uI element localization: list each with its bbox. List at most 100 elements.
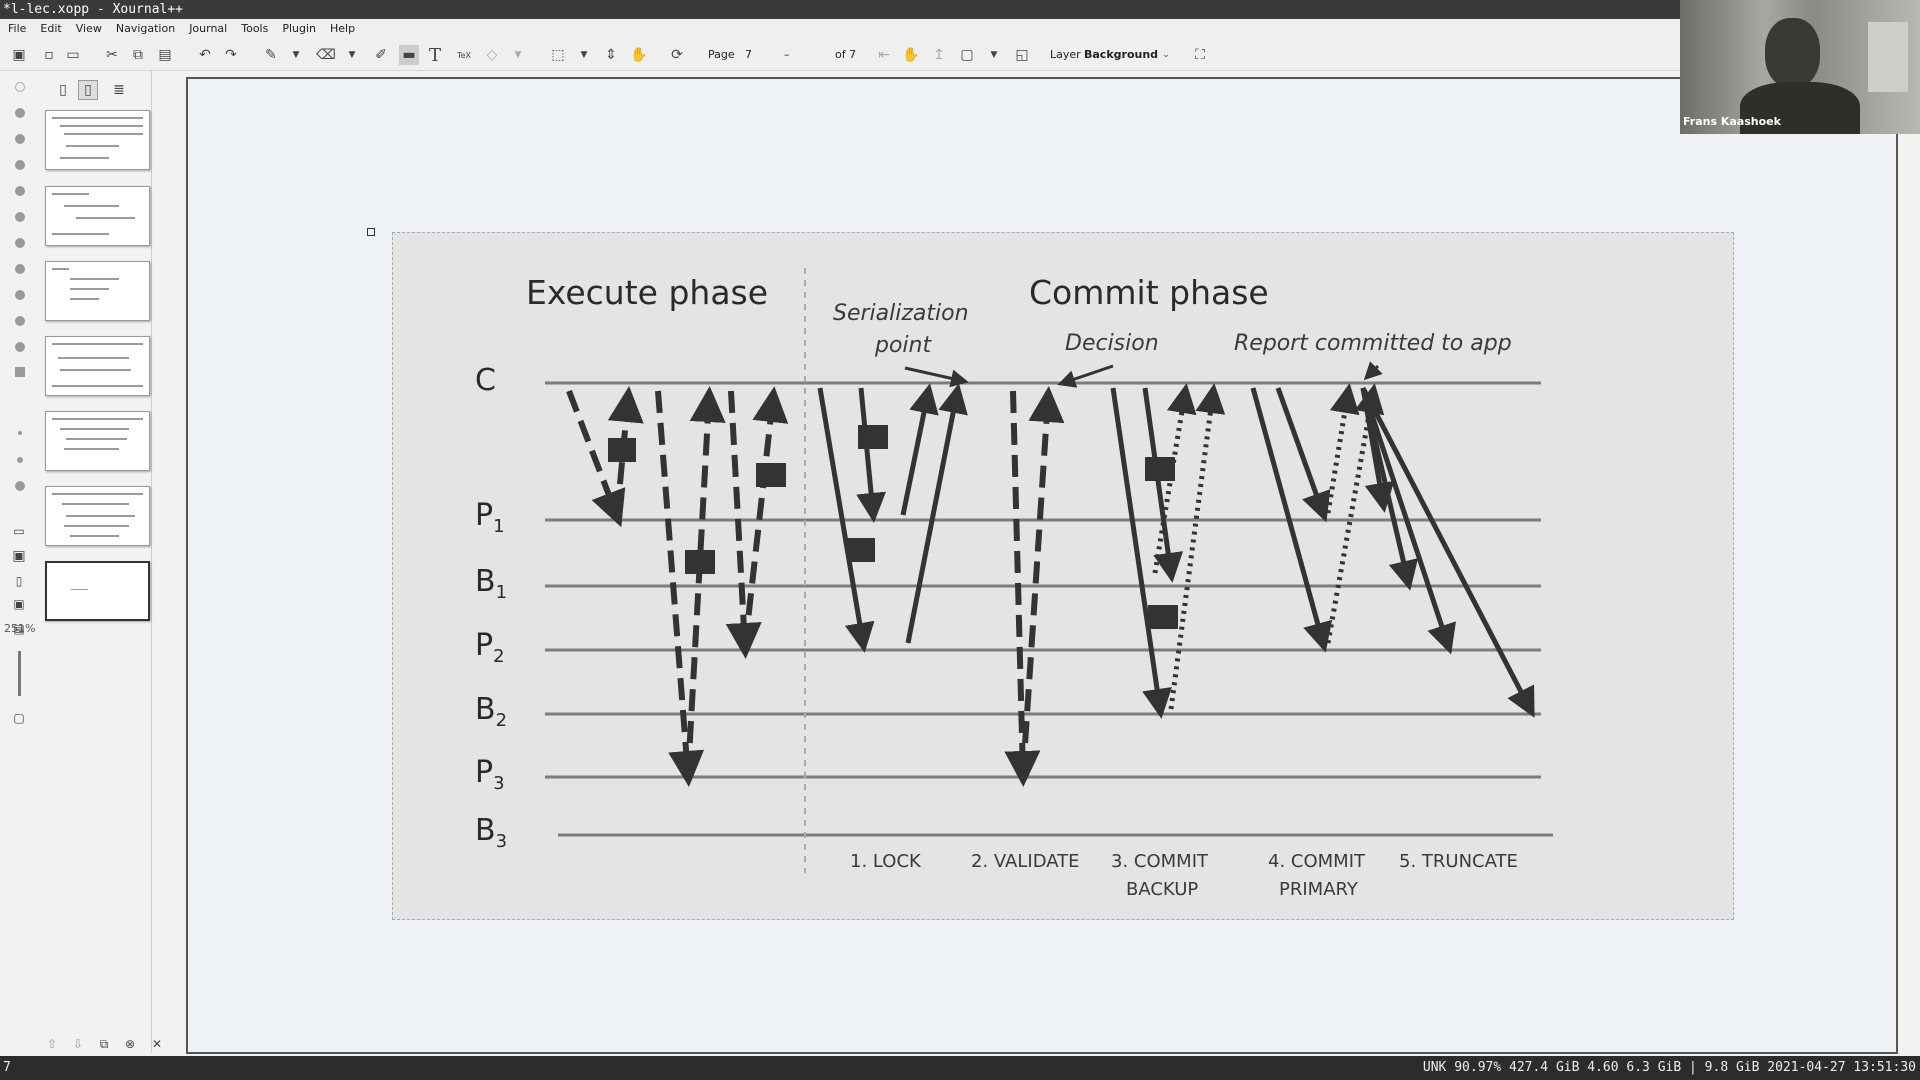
vertical-space-icon[interactable]: ⇕ xyxy=(605,47,617,63)
sidebar-dot-icon[interactable] xyxy=(18,431,22,435)
participant-head xyxy=(1765,18,1820,88)
background-window xyxy=(1868,22,1908,92)
fullscreen-icon[interactable]: ⛶ xyxy=(1195,47,1205,63)
image-icon[interactable]: ▬ xyxy=(399,45,419,65)
refresh-icon[interactable]: ⟳ xyxy=(671,47,683,63)
page-move-up-icon[interactable]: ⇧ xyxy=(46,1037,58,1051)
layer-select[interactable]: Background xyxy=(1084,48,1159,61)
new-page-icon[interactable]: ▫ xyxy=(44,47,54,63)
report-label: Report committed to app xyxy=(1234,331,1512,356)
first-page-icon[interactable]: ⇤ xyxy=(878,47,890,63)
delete-page-icon[interactable]: ⊗ xyxy=(124,1037,136,1051)
menu-journal[interactable]: Journal xyxy=(189,22,228,35)
step-validate: 2. VALIDATE xyxy=(971,851,1080,872)
menu-help[interactable]: Help xyxy=(330,22,356,35)
commit-protocol-diagram xyxy=(545,268,1553,873)
sidebar-dot-icon[interactable] xyxy=(15,212,25,222)
insert-page-icon[interactable]: ▢ xyxy=(960,47,974,63)
page-thumbnail-7[interactable] xyxy=(45,561,150,621)
shape-dropdown-icon[interactable]: ▼ xyxy=(514,50,522,60)
status-workspace: 7 xyxy=(3,1060,11,1075)
page-number-input[interactable]: 7 xyxy=(745,48,752,61)
sidebar-tool-column: ▭ ▣ ▯ ▣ ▤ 251% ▢ xyxy=(0,71,38,1053)
window-title: *l-lec.xopp - Xournal++ xyxy=(0,0,1920,19)
page-thumbnail-4[interactable] xyxy=(45,336,150,396)
slide-image: Execute phase Commit phase Serialization… xyxy=(392,232,1734,920)
latex-icon[interactable]: TeX xyxy=(457,50,471,60)
shape-icon[interactable]: ◇ xyxy=(486,47,498,63)
eraser-dropdown-icon[interactable]: ▼ xyxy=(348,50,356,60)
sidebar-image-icon[interactable]: ▭ xyxy=(13,524,25,538)
paste-icon[interactable]: ▤ xyxy=(158,47,172,63)
sidebar-page-icon[interactable]: ▯ xyxy=(15,574,23,588)
decision-label: Decision xyxy=(1065,331,1159,356)
execute-phase-title: Execute phase xyxy=(526,273,769,312)
menu-view[interactable]: View xyxy=(75,22,102,35)
page-thumbnail-2[interactable] xyxy=(45,186,150,246)
cut-icon[interactable]: ✂ xyxy=(106,47,118,63)
menu-plugin[interactable]: Plugin xyxy=(282,22,317,35)
menu-file[interactable]: File xyxy=(8,22,27,35)
close-sidebar-icon[interactable]: ✕ xyxy=(151,1037,163,1051)
sidebar-dot-icon[interactable] xyxy=(15,134,25,144)
sidebar-layers-icon[interactable]: ≣ xyxy=(113,82,125,98)
menu-navigation[interactable]: Navigation xyxy=(115,22,176,35)
status-system-info: UNK 90.97% 427.4 GiB 4.60 6.3 GiB | 9.8 … xyxy=(1422,1060,1916,1075)
sidebar-preview-icon[interactable]: ▣ xyxy=(13,597,25,611)
sidebar-thumbnail-view-icon[interactable]: ▯ xyxy=(78,80,98,100)
participant-body xyxy=(1740,82,1860,134)
sidebar-page-view-icon[interactable]: ▯ xyxy=(59,82,67,98)
sidebar-dot-icon[interactable] xyxy=(15,160,25,170)
sidebar-square-icon[interactable] xyxy=(15,367,25,377)
text-icon[interactable]: T xyxy=(428,44,441,66)
pen-icon[interactable]: ✎ xyxy=(265,47,277,63)
redo-icon[interactable]: ↷ xyxy=(225,47,237,63)
sidebar-dot-icon[interactable] xyxy=(15,186,25,196)
eraser-icon[interactable]: ⌫ xyxy=(316,47,336,63)
undo-icon[interactable]: ↶ xyxy=(199,47,211,63)
select-dropdown-icon[interactable]: ▼ xyxy=(580,50,588,60)
select-rect-icon[interactable]: ⬚ xyxy=(551,47,565,63)
hand-icon[interactable]: ✋ xyxy=(630,47,648,63)
selection-handle-icon[interactable] xyxy=(367,228,375,236)
row-label-p3: P3 xyxy=(475,755,505,794)
sidebar-dot-icon[interactable] xyxy=(15,342,25,352)
sidebar-print-icon[interactable]: ▤ xyxy=(13,622,25,636)
copy-icon[interactable]: ⧉ xyxy=(133,47,143,63)
page-thumbnail-6[interactable] xyxy=(45,486,150,546)
sidebar-dot-icon[interactable] xyxy=(15,238,25,248)
sidebar-dot-icon[interactable] xyxy=(15,290,25,300)
menu-edit[interactable]: Edit xyxy=(40,22,62,35)
pen-dropdown-icon[interactable]: ▼ xyxy=(292,50,300,60)
menu-tools[interactable]: Tools xyxy=(241,22,269,35)
sidebar-zoom-fit-icon[interactable]: ▢ xyxy=(13,711,25,725)
zoom-slider[interactable] xyxy=(18,651,21,696)
sidebar-monitor-icon[interactable]: ▣ xyxy=(12,548,26,564)
sidebar-dot-icon[interactable] xyxy=(17,457,23,463)
layer-icon[interactable]: ◱ xyxy=(1015,47,1029,63)
hand-scroll-icon[interactable]: ✋ xyxy=(902,47,920,63)
page-minus-icon[interactable]: – xyxy=(784,48,790,61)
page-thumbnail-5[interactable] xyxy=(45,411,150,471)
highlighter-icon[interactable]: ✐ xyxy=(375,47,387,63)
row-label-p2: P2 xyxy=(475,628,505,667)
sidebar-dot-icon[interactable] xyxy=(15,481,25,491)
sidebar-dot-icon[interactable] xyxy=(15,82,25,92)
insert-dropdown-icon[interactable]: ▼ xyxy=(990,50,998,60)
page-thumbnail-1[interactable] xyxy=(45,110,150,170)
serialization-label: Serialization xyxy=(833,301,969,326)
copy-page-icon[interactable]: ⧉ xyxy=(99,1036,109,1051)
open-icon[interactable]: ▭ xyxy=(66,47,80,63)
next-page-icon[interactable]: ↥ xyxy=(933,47,945,63)
layer-dropdown-icon[interactable]: ⌄ xyxy=(1162,50,1170,60)
row-label-b2: B2 xyxy=(475,692,508,731)
step-commit-primary: 4. COMMIT xyxy=(1268,851,1365,872)
row-label-b1: B1 xyxy=(475,564,508,603)
page-thumbnail-3[interactable] xyxy=(45,261,150,321)
page-move-down-icon[interactable]: ⇩ xyxy=(72,1037,84,1051)
page-total: of 7 xyxy=(835,48,857,61)
sidebar-dot-icon[interactable] xyxy=(15,108,25,118)
sidebar-dot-icon[interactable] xyxy=(15,316,25,326)
sidebar-dot-icon[interactable] xyxy=(15,264,25,274)
save-icon[interactable]: ▣ xyxy=(12,47,26,63)
